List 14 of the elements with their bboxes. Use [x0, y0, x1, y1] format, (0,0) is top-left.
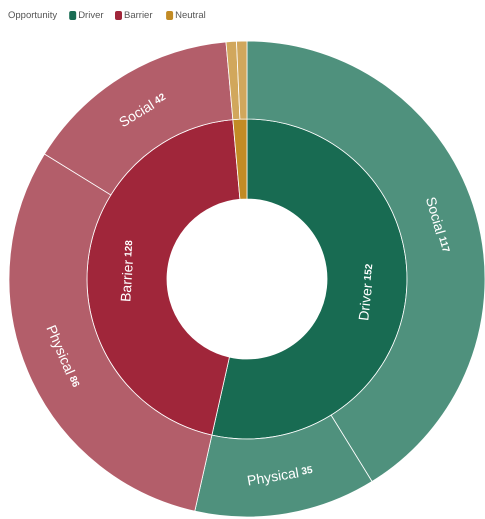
data-label: 35: [300, 464, 314, 478]
data-label: 42: [152, 91, 168, 106]
legend-label: Driver: [78, 10, 104, 21]
data-label: 86: [67, 374, 82, 390]
slice-label: Barrier: [117, 259, 136, 302]
slice-label: Social: [422, 194, 449, 236]
legend-label: Barrier: [124, 10, 153, 21]
data-label: 117: [436, 235, 452, 254]
data-label: 128: [122, 239, 135, 258]
data-label: 152: [362, 262, 375, 282]
legend-title: Opportunity: [8, 10, 58, 21]
legend-label: Neutral: [175, 10, 206, 21]
slice-label: Driver: [355, 282, 376, 322]
slice-label: Physical: [246, 464, 300, 489]
